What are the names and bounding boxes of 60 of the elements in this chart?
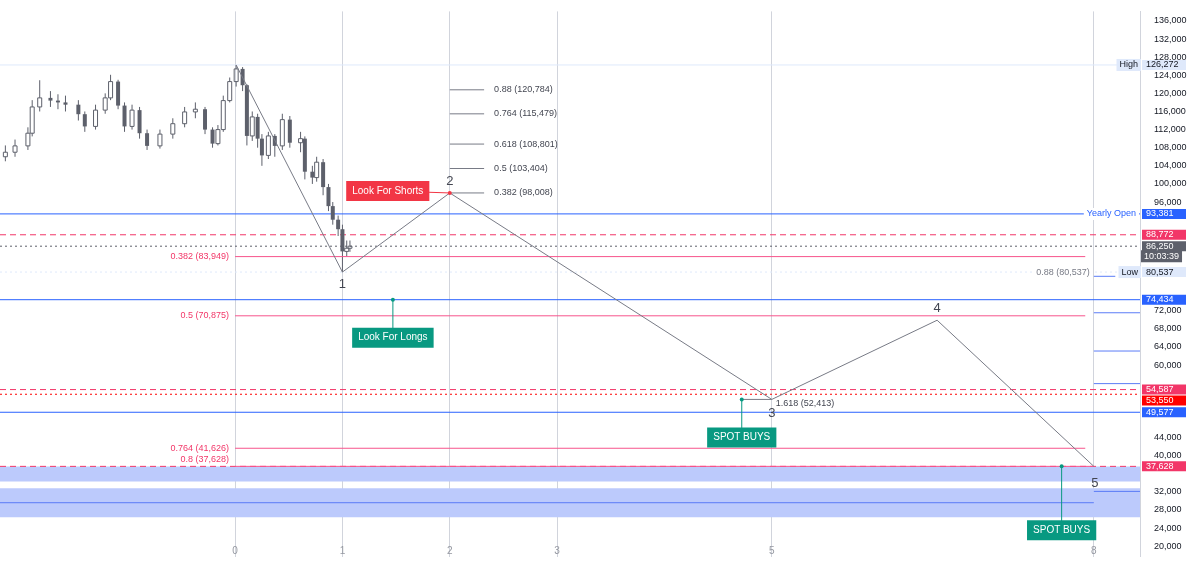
y-tick-label: 96,000 [1154,196,1182,207]
annotation: 2 [446,172,454,188]
annotation: SPOT BUYS [1033,524,1091,536]
x-tick-label: 8 [1091,545,1098,557]
annotation: 0.382 (98,008) [494,187,553,198]
y-tick-label: 40,000 [1154,450,1182,461]
y-tick-label: 120,000 [1154,87,1187,98]
annotation: 0.382 (83,949) [170,251,230,262]
annotation: SPOT BUYS [713,431,771,443]
x-tick-label: 1 [339,545,346,557]
annotation: 1.618 (52,413) [775,397,835,408]
x-tick-label: 2 [446,545,453,557]
y-tick-label: 112,000 [1154,124,1186,135]
ref-line-label: 86,250 [1146,240,1174,251]
annotation: 0.8 (37,628) [180,453,230,464]
annotation: 0.764 (115,479) [494,108,558,119]
ref-line-label: 37,628 [1146,460,1174,471]
y-tick-label: 64,000 [1154,341,1182,352]
ref-line-label: 126,272 [1146,59,1179,70]
annotation: 0.5 (103,404) [494,163,548,173]
y-tick-label: 104,000 [1154,160,1187,171]
annotation: 0.88 (120,784) [494,84,553,95]
y-tick-label: 20,000 [1154,540,1182,551]
y-tick-label: 60,000 [1154,359,1182,370]
ref-line-label: 93,381 [1146,208,1174,219]
annotation: 0.618 (108,801) [494,138,558,149]
annotation: Low [1121,266,1139,277]
annotation: High [1119,59,1138,70]
y-tick-label: 72,000 [1154,305,1182,316]
annotation: Look For Shorts [352,184,424,196]
annotation: 10:03:39 [1144,250,1180,261]
ref-line-label: 54,587 [1146,384,1174,395]
annotation: Yearly Open [1086,208,1136,219]
x-tick-label: 3 [554,545,561,557]
y-tick-label: 136,000 [1154,15,1187,26]
annotation: Look For Longs [358,331,428,343]
y-tick-label: 32,000 [1154,486,1182,497]
annotation: 5 [1091,474,1099,490]
ref-line-label: 53,550 [1146,395,1174,406]
ref-line-label: 88,772 [1146,229,1174,240]
y-tick-label: 44,000 [1154,431,1182,442]
annotation: 0.764 (41,626) [170,442,230,453]
x-tick-label: 5 [769,545,776,557]
x-tick-label: 0 [232,545,239,557]
y-tick-label: 108,000 [1154,142,1187,153]
y-tick-label: 132,000 [1154,33,1187,44]
annotation: 0.88 (80,537) [1036,266,1090,277]
y-tick-label: 128,000 [1154,51,1187,62]
y-tick-label: 68,000 [1154,323,1182,334]
ref-line-label: 74,434 [1146,294,1174,305]
annotation: 4 [933,299,941,315]
annotation: 1 [338,275,347,291]
y-tick-label: 24,000 [1154,522,1182,533]
y-tick-label: 116,000 [1154,105,1186,116]
y-tick-label: 28,000 [1154,504,1182,515]
y-tick-label: 100,000 [1154,178,1187,189]
y-tick-label: 124,000 [1154,69,1187,80]
ref-line-label: 80,537 [1146,266,1174,277]
ref-line-label: 49,577 [1146,406,1174,417]
annotation: 0.5 (70,875) [180,310,230,321]
